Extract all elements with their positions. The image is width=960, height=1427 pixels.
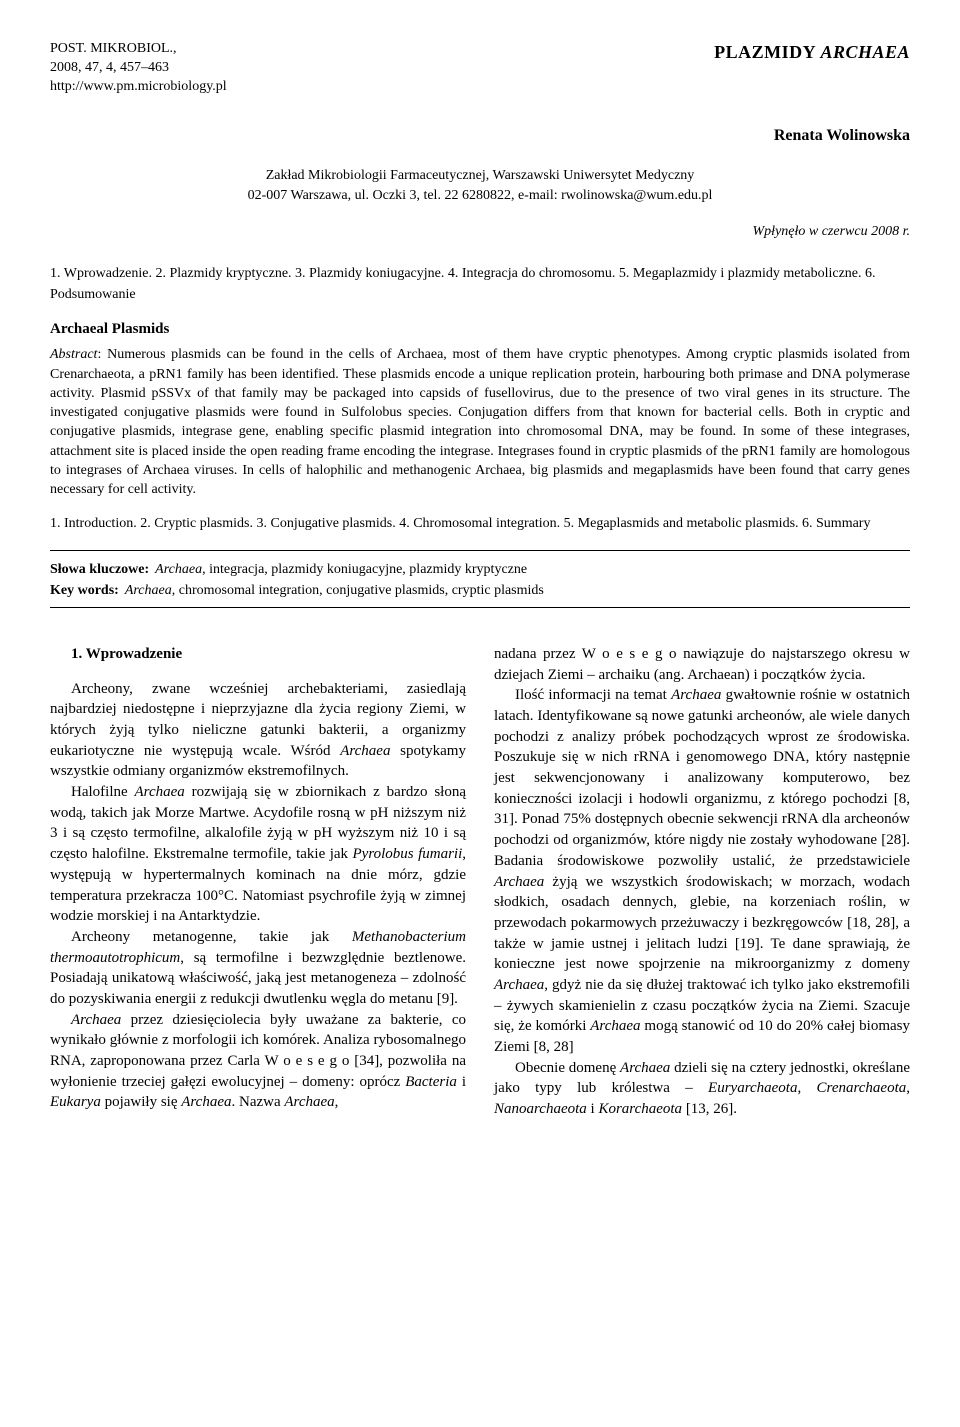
left-p4: Archaea przez dziesięciolecia były uważa… — [50, 1010, 466, 1113]
rule-bottom — [50, 607, 910, 608]
right-p3: Obecnie domenę Archaea dzieli się na czt… — [494, 1058, 910, 1120]
section-heading: 1. Wprowadzenie — [50, 644, 466, 665]
title-plain: PLAZMIDY — [714, 42, 815, 62]
keywords-en-ital: Archaea — [125, 583, 172, 598]
received-date: Wpłynęło w czerwcu 2008 r. — [50, 223, 910, 242]
left-p2: Halofilne Archaea rozwijają się w zbiorn… — [50, 782, 466, 927]
abstract-text: : Numerous plasmids can be found in the … — [50, 347, 910, 497]
author-name: Renata Wolinowska — [50, 125, 910, 147]
rule-top — [50, 550, 910, 551]
left-column: 1. Wprowadzenie Archeony, zwane wcześnie… — [50, 644, 466, 1120]
keywords-en-rest: , chromosomal integration, conjugative p… — [172, 583, 544, 598]
keywords-block: Słowa kluczowe: Archaea, integracja, pla… — [50, 559, 910, 601]
affiliation: Zakład Mikrobiologii Farmaceutycznej, Wa… — [50, 166, 910, 205]
journal-line-1: POST. MIKROBIOL., — [50, 40, 227, 59]
abstract-title: Archaeal Plasmids — [50, 319, 910, 339]
keywords-pl-rest: , integracja, plazmidy koniugacyjne, pla… — [202, 562, 527, 577]
abstract-lead: Abstract — [50, 347, 97, 362]
header-row: POST. MIKROBIOL., 2008, 47, 4, 457–463 h… — [50, 40, 910, 97]
journal-line-3: http://www.pm.microbiology.pl — [50, 78, 227, 97]
abstract-body: Abstract: Numerous plasmids can be found… — [50, 345, 910, 500]
keywords-en-label: Key words: — [50, 580, 125, 601]
outline-pl: 1. Wprowadzenie. 2. Plazmidy kryptyczne.… — [50, 264, 910, 305]
journal-block: POST. MIKROBIOL., 2008, 47, 4, 457–463 h… — [50, 40, 227, 97]
keywords-en-value: Archaea, chromosomal integration, conjug… — [125, 580, 544, 601]
left-p3: Archeony metanogenne, takie jak Methanob… — [50, 927, 466, 1010]
body-columns: 1. Wprowadzenie Archeony, zwane wcześnie… — [50, 644, 910, 1120]
affiliation-line-2: 02-007 Warszawa, ul. Oczki 3, tel. 22 62… — [50, 186, 910, 206]
keywords-pl-value: Archaea, integracja, plazmidy koniugacyj… — [155, 559, 527, 580]
keywords-pl-row: Słowa kluczowe: Archaea, integracja, pla… — [50, 559, 910, 580]
title-italic: ARCHAEA — [820, 42, 910, 62]
right-p2: Ilość informacji na temat Archaea gwałto… — [494, 685, 910, 1057]
keywords-en-row: Key words: Archaea, chromosomal integrat… — [50, 580, 910, 601]
page-title: PLAZMIDY ARCHAEA — [714, 40, 910, 64]
right-p1: nadana przez W o e s e g o nawiązuje do … — [494, 644, 910, 685]
keywords-pl-ital: Archaea — [155, 562, 202, 577]
left-p1: Archeony, zwane wcześniej archebakteriam… — [50, 679, 466, 782]
journal-line-2: 2008, 47, 4, 457–463 — [50, 59, 227, 78]
affiliation-line-1: Zakład Mikrobiologii Farmaceutycznej, Wa… — [50, 166, 910, 186]
outline-en: 1. Introduction. 2. Cryptic plasmids. 3.… — [50, 514, 910, 534]
keywords-pl-label: Słowa kluczowe: — [50, 559, 155, 580]
right-column: nadana przez W o e s e g o nawiązuje do … — [494, 644, 910, 1120]
